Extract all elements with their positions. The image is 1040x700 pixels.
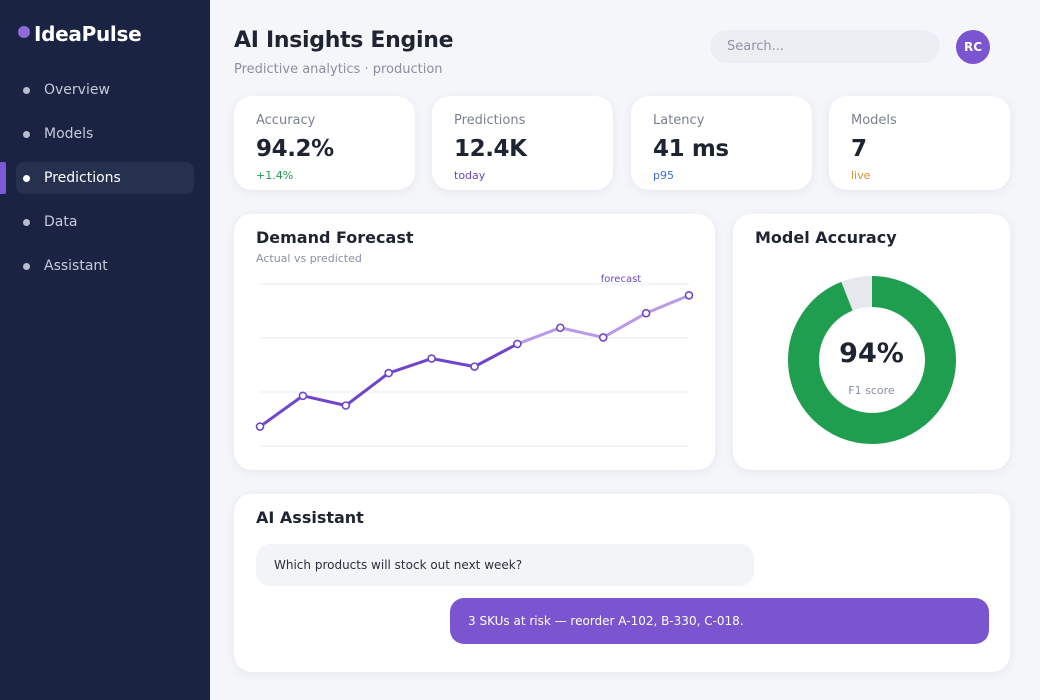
sidebar-item-label: Predictions (44, 170, 121, 186)
kpi-value: 7 (851, 136, 867, 162)
data-point (513, 339, 522, 349)
kpi-caption: today (454, 169, 486, 182)
assistant-title: AI Assistant (256, 508, 364, 527)
sidebar-item-predictions[interactable]: Predictions (16, 162, 194, 194)
kpi-label: Predictions (454, 113, 526, 128)
kpi-card-latency[interactable]: Latency 41 ms p95 (631, 96, 812, 190)
sidebar-item-label: Models (44, 126, 94, 142)
user-message-bubble: Which products will stock out next week? (256, 544, 754, 586)
kpi-card-accuracy[interactable]: Accuracy 94.2% +1.4% (234, 96, 415, 190)
forecast-annotation: forecast (601, 274, 642, 285)
sidebar: IdeaPulse Overview Models Predictions Da… (0, 0, 210, 700)
sidebar-item-assistant[interactable]: Assistant (16, 250, 194, 282)
brand-dot-icon (18, 26, 30, 38)
data-point (598, 333, 608, 342)
nav-dot-icon (23, 262, 30, 270)
kpi-value: 94.2% (256, 136, 334, 162)
sidebar-item-label: Assistant (44, 258, 108, 274)
kpi-caption: p95 (653, 169, 674, 182)
data-point (341, 401, 351, 410)
sidebar-item-label: Overview (44, 82, 110, 98)
data-point (298, 391, 308, 401)
sidebar-item-label: Data (44, 214, 78, 230)
active-indicator (0, 162, 6, 194)
search-input[interactable] (710, 30, 940, 63)
data-point (427, 354, 436, 363)
brand-name: IdeaPulse (34, 22, 142, 46)
forecast-chart: forecast (255, 274, 694, 447)
nav-dot-icon (23, 218, 30, 226)
kpi-label: Latency (653, 113, 705, 128)
brand-logo[interactable]: IdeaPulse (18, 22, 142, 46)
accuracy-card: Model Accuracy 94% F1 score (733, 214, 1010, 470)
data-point (641, 308, 651, 318)
data-point (684, 291, 694, 300)
kpi-value: 41 ms (653, 136, 729, 162)
accuracy-title: Model Accuracy (755, 228, 897, 247)
donut-center-label: F1 score (848, 384, 895, 397)
data-point (470, 362, 479, 371)
nav-dot-icon (23, 86, 30, 94)
actual-series-line (258, 342, 519, 429)
ai-message-bubble: 3 SKUs at risk — reorder A-102, B-330, C… (450, 598, 989, 644)
assistant-card: AI Assistant Which products will stock o… (234, 494, 1010, 672)
forecast-subtitle: Actual vs predicted (256, 252, 362, 265)
kpi-caption: live (851, 169, 871, 182)
page-title: AI Insights Engine (234, 28, 454, 53)
avatar[interactable]: RC (956, 30, 990, 64)
kpi-change: +1.4% (256, 169, 294, 182)
donut-center-value: 94% (839, 338, 904, 369)
forecast-card: Demand Forecast Actual vs predicted fore… (234, 214, 715, 470)
kpi-value: 12.4K (454, 136, 527, 162)
donut-slice-f1 (788, 276, 956, 444)
forecast-title: Demand Forecast (256, 228, 414, 247)
data-point (555, 323, 565, 333)
sidebar-item-data[interactable]: Data (16, 206, 194, 238)
nav-dot-icon (23, 130, 30, 138)
sidebar-item-models[interactable]: Models (16, 118, 194, 150)
kpi-card-predictions[interactable]: Predictions 12.4K today (432, 96, 613, 190)
page-subtitle: Predictive analytics · production (234, 62, 443, 77)
data-point (255, 422, 265, 431)
kpi-label: Accuracy (256, 113, 316, 128)
accuracy-donut-chart (788, 276, 956, 444)
nav-dot-icon (23, 174, 30, 182)
data-point (384, 368, 393, 378)
sidebar-item-overview[interactable]: Overview (16, 74, 194, 106)
kpi-card-models[interactable]: Models 7 live (829, 96, 1010, 190)
kpi-label: Models (851, 113, 897, 128)
